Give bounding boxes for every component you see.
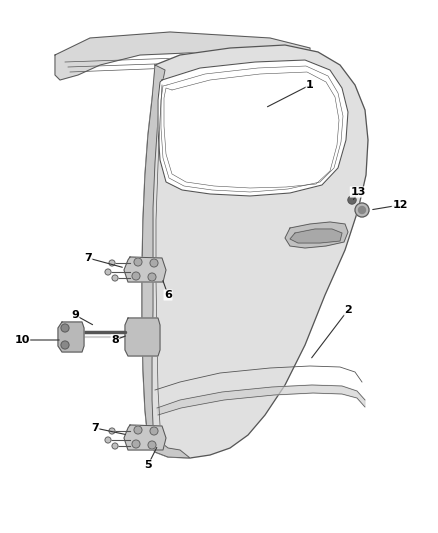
Text: 10: 10 bbox=[14, 335, 30, 345]
Text: 7: 7 bbox=[84, 253, 92, 263]
Polygon shape bbox=[158, 60, 348, 196]
Circle shape bbox=[358, 206, 365, 214]
Circle shape bbox=[132, 440, 140, 448]
Circle shape bbox=[105, 437, 111, 443]
Text: 2: 2 bbox=[344, 305, 352, 315]
Circle shape bbox=[61, 324, 69, 332]
Circle shape bbox=[61, 341, 69, 349]
Text: 12: 12 bbox=[392, 200, 408, 210]
Circle shape bbox=[109, 260, 115, 266]
Text: 1: 1 bbox=[306, 80, 314, 90]
Circle shape bbox=[148, 441, 156, 449]
Polygon shape bbox=[125, 318, 160, 356]
Circle shape bbox=[348, 196, 356, 204]
Polygon shape bbox=[142, 65, 190, 458]
Circle shape bbox=[112, 275, 118, 281]
Polygon shape bbox=[157, 385, 365, 415]
Polygon shape bbox=[142, 45, 368, 458]
Text: 8: 8 bbox=[111, 335, 119, 345]
Text: 9: 9 bbox=[71, 310, 79, 320]
Polygon shape bbox=[124, 257, 166, 282]
Circle shape bbox=[134, 426, 142, 434]
Text: 5: 5 bbox=[144, 460, 152, 470]
Polygon shape bbox=[58, 322, 84, 352]
Circle shape bbox=[355, 203, 369, 217]
Circle shape bbox=[132, 272, 140, 280]
Polygon shape bbox=[290, 229, 342, 243]
Circle shape bbox=[150, 427, 158, 435]
Circle shape bbox=[134, 258, 142, 266]
Text: 7: 7 bbox=[91, 423, 99, 433]
Polygon shape bbox=[124, 425, 166, 450]
Circle shape bbox=[112, 443, 118, 449]
Polygon shape bbox=[285, 222, 348, 248]
Text: 13: 13 bbox=[350, 187, 366, 197]
Text: 6: 6 bbox=[164, 290, 172, 300]
Circle shape bbox=[150, 259, 158, 267]
Circle shape bbox=[148, 273, 156, 281]
Polygon shape bbox=[55, 32, 310, 80]
Circle shape bbox=[105, 269, 111, 275]
Circle shape bbox=[109, 428, 115, 434]
